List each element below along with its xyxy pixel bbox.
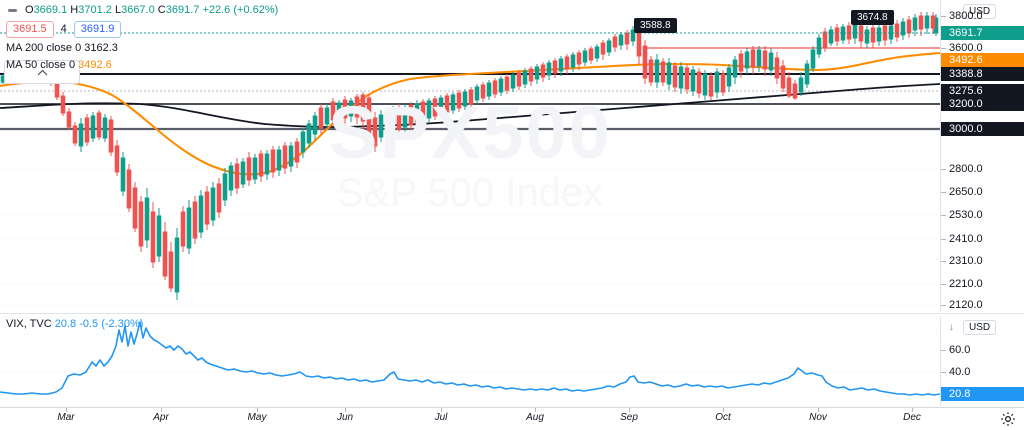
time-label-sep: Sep — [620, 412, 638, 423]
axis-label-2310: 2310.0 — [949, 255, 983, 267]
vix-last-pill[interactable]: 20.8 — [941, 387, 1024, 401]
level-3200-pill[interactable]: 3200.0 — [941, 97, 1024, 111]
vix-legend[interactable]: VIX, TVC 20.8 -0.5 (-2.30%) — [6, 318, 143, 330]
axis-label-2410: 2410.0 — [949, 233, 983, 245]
spread-value: 4 — [60, 23, 67, 35]
time-label-mar: Mar — [57, 412, 75, 423]
ma200-line — [0, 83, 940, 128]
time-label-nov: Nov — [809, 412, 827, 423]
ask-price[interactable]: 3691.9 — [73, 21, 122, 38]
axis-label-3800: 3800.0 — [949, 10, 983, 22]
axis-tick — [941, 48, 946, 49]
vix-chart-svg — [0, 321, 940, 396]
ma50-value: 3492.6 — [78, 59, 112, 71]
axis-label-2530: 2530.0 — [949, 209, 983, 221]
axis-label-2210: 2210.0 — [949, 278, 983, 290]
time-label-apr: Apr — [153, 412, 169, 423]
time-label-oct: Oct — [715, 412, 731, 423]
time-tick — [66, 408, 67, 412]
low-value: 3667.0 — [121, 3, 155, 16]
currency-badge[interactable]: USD — [963, 4, 997, 19]
ma50-price-pill[interactable]: 3492.6 — [941, 53, 1024, 67]
price-chart-pane[interactable] — [0, 0, 940, 312]
axis-tick — [941, 261, 946, 262]
axis-tick — [941, 284, 946, 285]
vix-axis-label-40: 40.0 — [949, 366, 971, 378]
time-tick — [257, 408, 258, 412]
low-key: L — [114, 3, 122, 16]
vix-line — [0, 321, 940, 396]
vix-gridlines — [0, 333, 940, 395]
level-3388-pill[interactable]: 3388.8 — [941, 67, 1024, 81]
axis-label-2120: 2120.0 — [949, 299, 983, 311]
last-price-pill[interactable]: 3691.7 — [941, 26, 1024, 40]
axis-tick — [941, 169, 946, 170]
vix-currency-badge[interactable]: USD — [963, 320, 997, 335]
level-3000-pill[interactable]: 3000.0 — [941, 122, 1024, 136]
axis-label-2650: 2650.0 — [949, 186, 983, 198]
time-tick — [345, 408, 346, 412]
open-value: 3669.1 — [33, 3, 68, 16]
axis-tick — [941, 305, 946, 306]
axis-tick — [941, 239, 946, 240]
vix-last-value: 20.8 — [54, 318, 77, 330]
price-axis[interactable]: USD 3800.0 3600.0 2800.0 2650.0 2530.0 2… — [940, 0, 1024, 312]
ma50-label: MA 50 close 0 — [6, 59, 76, 71]
vix-change: -0.5 — [79, 318, 99, 330]
high-key: H — [70, 3, 79, 16]
collapse-pane-button[interactable] — [4, 60, 80, 84]
axis-label-3600: 3600.0 — [949, 42, 983, 54]
pane-separator[interactable] — [0, 313, 1024, 314]
price-annotation-3588[interactable]: 3588.8 — [634, 18, 677, 33]
ma50-legend[interactable]: MA 50 close 0 3492.6 — [6, 59, 278, 72]
close-key: C — [157, 3, 166, 16]
price-annotation-3674[interactable]: 3674.8 — [851, 10, 894, 25]
gear-icon[interactable] — [1000, 411, 1016, 427]
ma200-label: MA 200 close 0 — [6, 42, 82, 54]
time-axis[interactable]: Mar Apr May Jun Jul Aug Sep Oct Nov Dec — [0, 407, 1024, 430]
vix-axis[interactable]: ↓ USD 60.0 40.0 20.8 — [940, 316, 1024, 406]
time-label-dec: Dec — [903, 412, 921, 423]
time-tick — [161, 408, 162, 412]
vix-symbol-label: VIX, TVC — [6, 318, 52, 330]
ma200-value: 3162.3 — [84, 42, 118, 54]
time-tick — [912, 408, 913, 412]
axis-tick — [941, 215, 946, 216]
vix-currency-arrow: ↓ — [949, 322, 954, 333]
time-tick — [818, 408, 819, 412]
change-value: +22.6 (+0.62%) — [202, 3, 279, 16]
time-label-aug: Aug — [526, 412, 544, 423]
vix-chart-pane[interactable] — [0, 316, 940, 406]
vix-change-pct: (-2.30%) — [101, 318, 144, 330]
price-legend: O3669.1 H3701.2 L3667.0 C3691.7 +22.6 (+… — [6, 2, 278, 72]
high-value: 3701.2 — [78, 3, 112, 16]
axis-tick — [941, 192, 946, 193]
vix-axis-label-60: 60.0 — [949, 344, 971, 356]
close-value: 3691.7 — [165, 3, 200, 16]
vix-axis-tick — [941, 350, 946, 351]
bid-ask-row: 3691.5 4 3691.9 — [6, 21, 278, 38]
hide-icon[interactable] — [6, 4, 19, 17]
axis-label-2800: 2800.0 — [949, 163, 983, 175]
ohlc-values: O3669.1 H3701.2 L3667.0 C3691.7 +22.6 (+… — [25, 4, 278, 17]
time-label-jul: Jul — [434, 412, 448, 423]
time-label-jun: Jun — [336, 412, 354, 423]
time-label-may: May — [247, 412, 267, 423]
open-key: O — [25, 3, 34, 16]
bid-price[interactable]: 3691.5 — [6, 21, 54, 38]
time-tick — [535, 408, 536, 412]
ma200-legend[interactable]: MA 200 close 0 3162.3 — [6, 42, 278, 55]
chevron-up-icon — [37, 69, 47, 75]
level-3275-pill[interactable]: 3275.6 — [941, 84, 1024, 98]
vix-axis-tick — [941, 372, 946, 373]
time-tick — [629, 408, 630, 412]
axis-tick — [941, 16, 946, 17]
time-tick — [441, 408, 442, 412]
time-tick — [723, 408, 724, 412]
